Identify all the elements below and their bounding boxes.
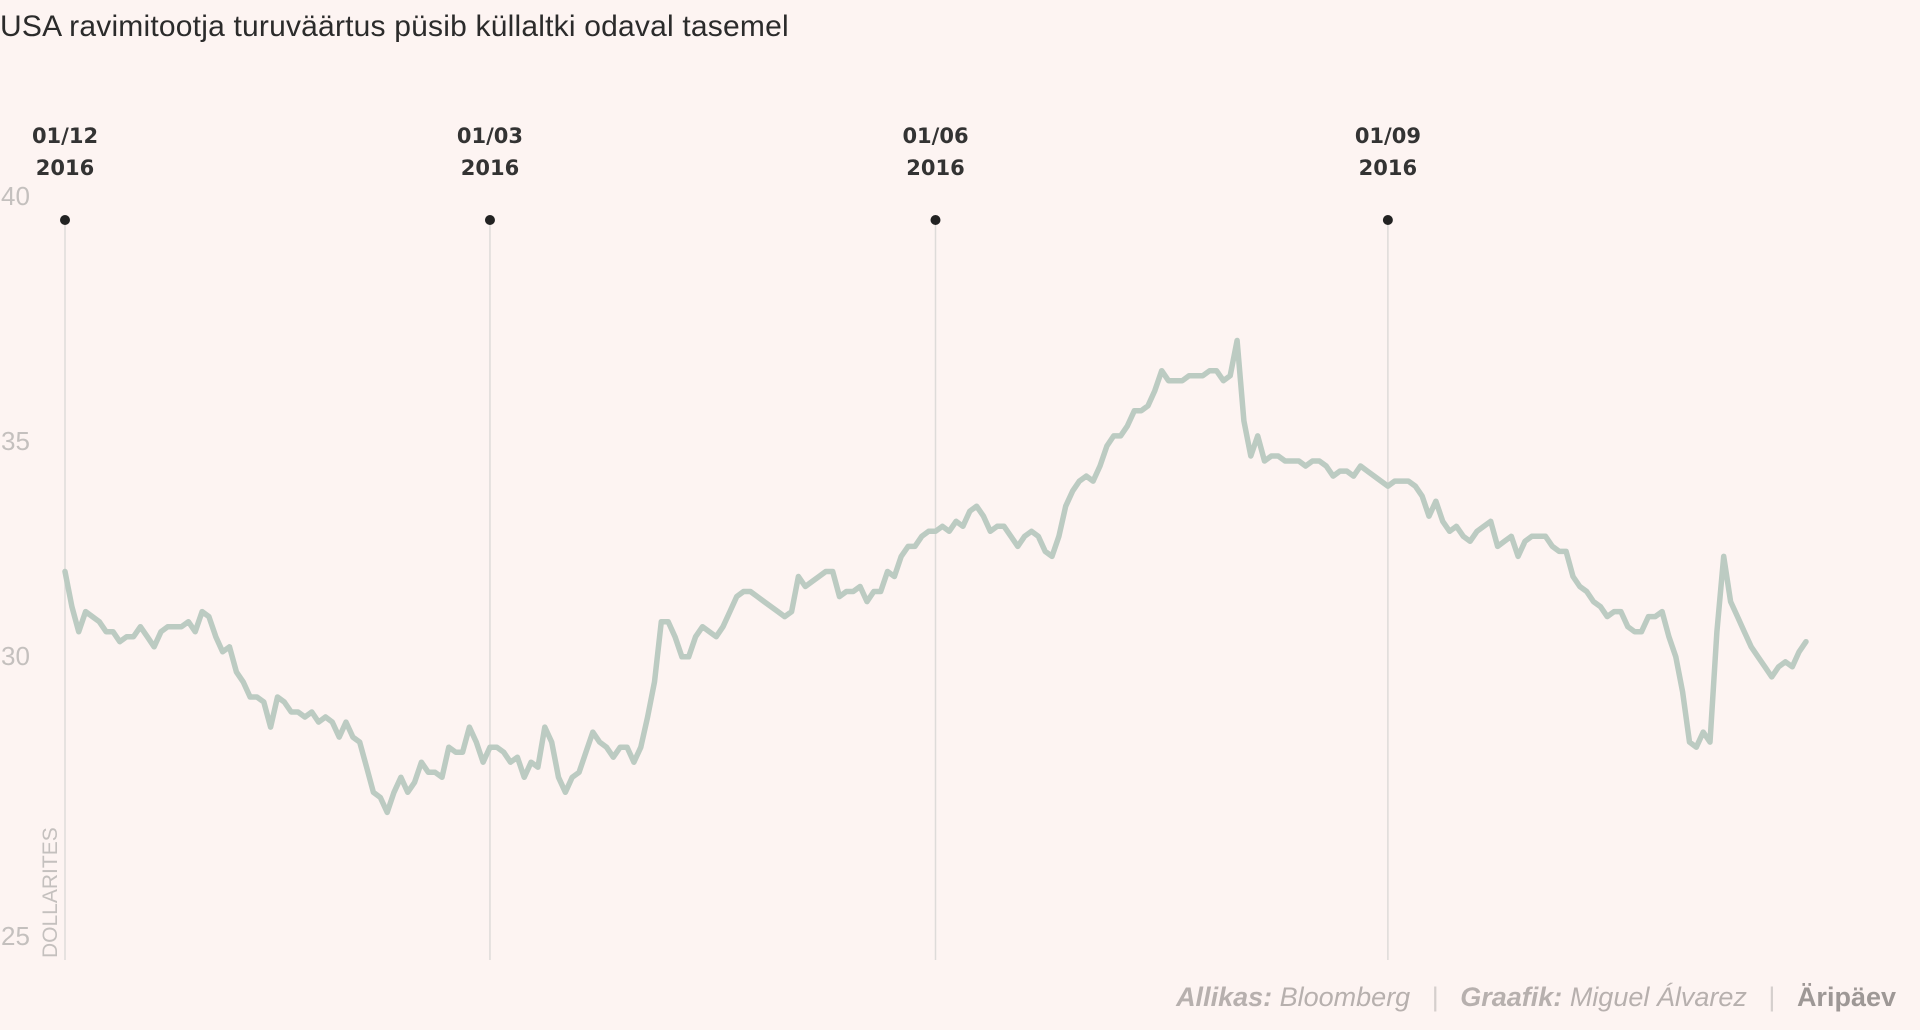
y-tick-label: 25 [1, 921, 30, 951]
date-marker-label: 2016 [461, 156, 519, 180]
graphic-label: Graafik: [1460, 982, 1563, 1012]
y-tick-label: 30 [1, 641, 30, 671]
y-axis-unit-label: DOLLARITES [39, 827, 62, 958]
date-marker-label: 01/09 [1355, 124, 1421, 148]
y-tick-label: 40 [1, 181, 30, 211]
y-tick-label: 35 [1, 426, 30, 456]
date-marker-label: 2016 [36, 156, 94, 180]
price-series-line [62, 337, 1809, 816]
date-marker-label: 2016 [906, 156, 964, 180]
date-marker-dot [60, 215, 70, 225]
footer-separator: | [1431, 982, 1439, 1012]
source-footer: Allikas: Bloomberg | Graafik: Miguel Álv… [1176, 982, 1896, 1013]
chart-title: USA ravimitootja turuväärtus püsib külla… [0, 10, 789, 43]
source-label: Allikas: [1176, 982, 1273, 1012]
source-value: Bloomberg [1279, 982, 1411, 1012]
brand-logo: Äripäev [1796, 982, 1896, 1012]
date-marker-label: 01/12 [32, 124, 98, 148]
date-marker-label: 01/06 [902, 124, 968, 148]
date-marker-dot [484, 215, 495, 225]
date-marker-label: 2016 [1359, 156, 1417, 180]
date-marker-dot [930, 215, 941, 225]
footer-separator: | [1768, 982, 1776, 1012]
date-marker-label: 01/03 [457, 124, 523, 148]
graphic-value: Miguel Álvarez [1569, 982, 1747, 1012]
y-axis: 40 35 30 25 [1, 181, 30, 951]
date-markers: 01/12 2016 01/03 2016 01/06 2016 01/09 2016 [32, 124, 1421, 960]
date-marker-dot [1382, 215, 1393, 225]
